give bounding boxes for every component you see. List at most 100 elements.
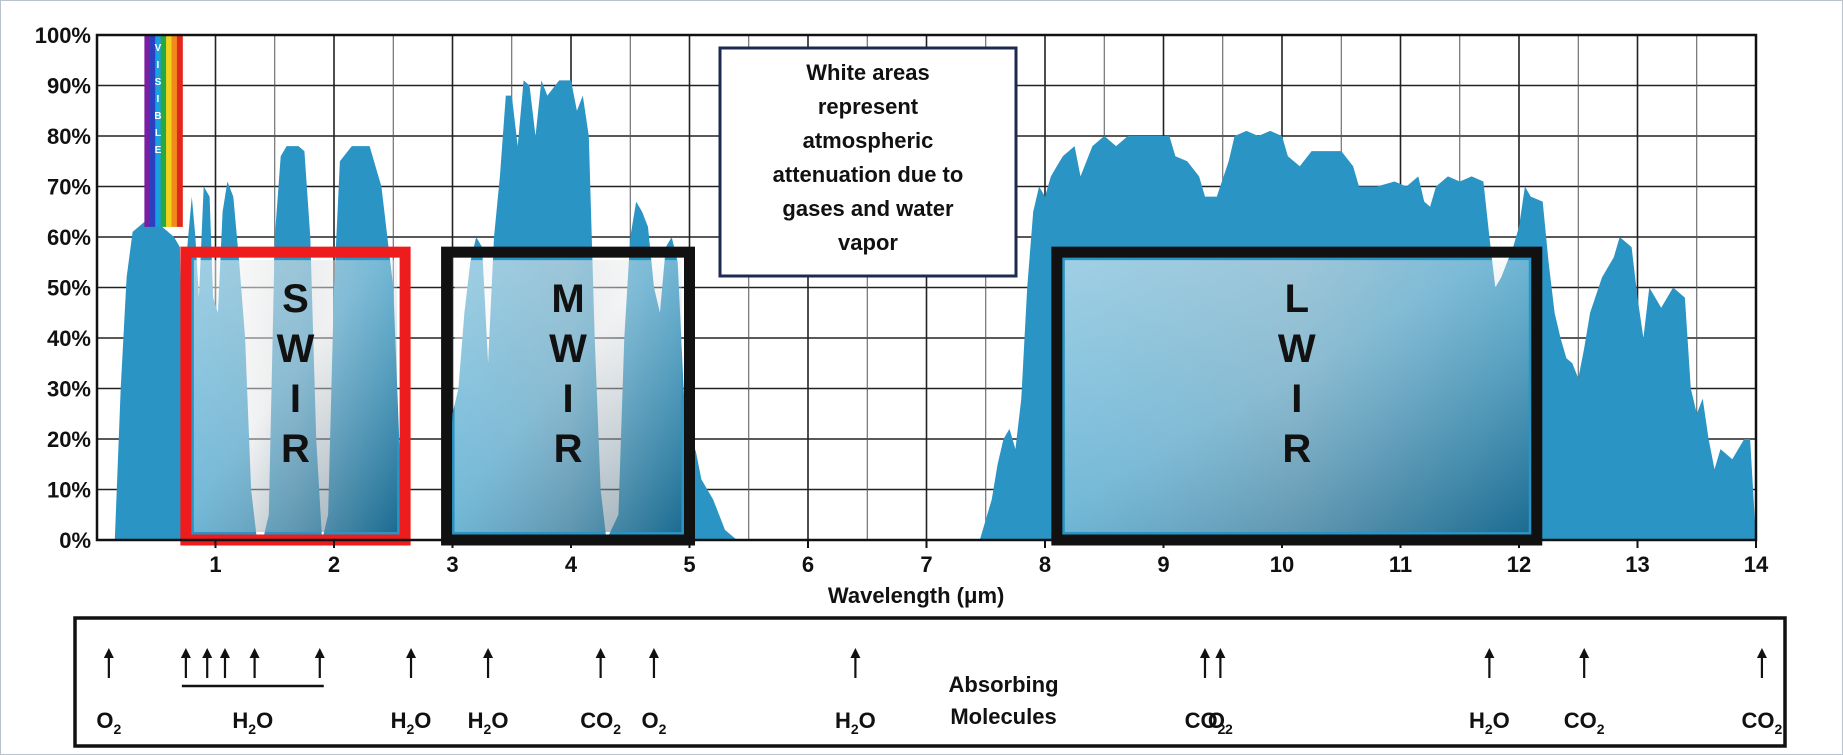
- x-axis-title: Wavelength (μm): [828, 583, 1004, 608]
- molecule-label: O2: [96, 708, 121, 737]
- x-tick-label: 14: [1744, 552, 1769, 577]
- arrow-head: [406, 648, 417, 658]
- y-tick-label: 20%: [47, 427, 91, 452]
- arrow-head: [180, 648, 191, 658]
- annotation-line: gases and water: [782, 196, 954, 221]
- y-tick-label: 80%: [47, 124, 91, 149]
- absorption-arrow: [180, 648, 191, 678]
- visible-strip-7: [176, 35, 183, 227]
- arrow-head: [219, 648, 230, 658]
- arrow-head: [648, 648, 659, 658]
- y-tick-label: 90%: [47, 74, 91, 99]
- molecule-label: CO2: [1742, 708, 1783, 737]
- arrow-head: [850, 648, 861, 658]
- molecules-caption-line: Molecules: [950, 704, 1056, 729]
- arrow-head: [595, 648, 606, 658]
- molecule-label: CO2: [1564, 708, 1605, 737]
- visible-strip-1: [144, 35, 151, 227]
- molecule-label: H2O: [391, 708, 432, 737]
- absorption-arrow: [314, 648, 325, 678]
- x-tick-label: 13: [1625, 552, 1649, 577]
- band-letter: M: [551, 277, 584, 321]
- arrow-head: [202, 648, 213, 658]
- y-tick-label: 0%: [59, 528, 91, 553]
- visible-label-letter: B: [154, 111, 161, 122]
- visible-strip-2: [149, 35, 156, 227]
- axes: 0%10%20%30%40%50%60%70%80%90%100%1 2 3 4 5 6 7…: [35, 23, 1769, 608]
- absorption-arrow: [202, 648, 213, 678]
- x-tick-label: 3: [446, 552, 458, 577]
- absorption-arrow: [595, 648, 606, 678]
- visible-strip-5: [166, 35, 172, 227]
- band-gradient: [1064, 260, 1529, 532]
- absorption-arrow: [850, 648, 861, 678]
- x-tick-label: 4: [565, 552, 578, 577]
- molecule-label: H2O: [468, 708, 509, 737]
- annotation-line: White areas: [806, 60, 930, 85]
- band-letter: W: [1278, 327, 1316, 371]
- absorption-arrow: [648, 648, 659, 678]
- arrow-head: [1199, 648, 1210, 658]
- x-tick-label: 6: [802, 552, 814, 577]
- x-tick-label: 10: [1270, 552, 1294, 577]
- arrow-head: [1756, 648, 1767, 658]
- molecule-label: H2O: [232, 708, 273, 737]
- arrow-head: [249, 648, 260, 658]
- x-tick-label: 2: [328, 552, 340, 577]
- band-gradient: [454, 260, 682, 532]
- arrow-head: [1215, 648, 1226, 658]
- molecules-panel-frame: [73, 616, 1787, 748]
- arrow-head: [1484, 648, 1495, 658]
- y-tick-label: 40%: [47, 326, 91, 351]
- absorption-arrow: [219, 648, 230, 678]
- y-tick-label: 100%: [35, 23, 91, 48]
- molecule-label: O2: [1208, 708, 1233, 737]
- absorption-arrow: [483, 648, 494, 678]
- molecule-label: H2O: [1469, 708, 1510, 737]
- molecule-label: CO2: [1185, 708, 1226, 737]
- annotation-box: White areas represent atmospheric attenuati…: [718, 46, 1018, 278]
- visible-label-letter: E: [155, 145, 162, 156]
- band-letter: W: [549, 327, 587, 371]
- annotation-line: attenuation due to: [773, 162, 964, 187]
- x-tick-label: 8: [1039, 552, 1051, 577]
- absorption-arrow: [406, 648, 417, 678]
- absorption-arrow: [1579, 648, 1590, 678]
- x-tick-label: 7: [920, 552, 932, 577]
- annotation-line: vapor: [838, 230, 898, 255]
- absorption-arrow: [1756, 648, 1767, 678]
- molecule-label: CO2: [580, 708, 621, 737]
- absorption-arrow: [249, 648, 260, 678]
- band-letter: I: [562, 377, 573, 421]
- band-letter: R: [281, 427, 310, 471]
- molecule-label: H2O: [835, 708, 876, 737]
- visible-strip-3: [155, 35, 162, 227]
- annotation-line: represent: [818, 94, 919, 119]
- x-tick-label: 1: [209, 552, 221, 577]
- y-tick-label: 30%: [47, 377, 91, 402]
- band-letter: R: [1282, 427, 1311, 471]
- y-tick-label: 50%: [47, 276, 91, 301]
- visible-label-letter: V: [155, 43, 162, 54]
- x-tick-label: 12: [1507, 552, 1531, 577]
- absorption-arrow: [1215, 648, 1226, 678]
- x-tick-label: 11: [1389, 552, 1412, 577]
- annotation-box-frame: [718, 46, 1018, 278]
- visible-label-letter: I: [157, 94, 160, 105]
- band-letter: R: [554, 427, 583, 471]
- absorption-arrow: [1484, 648, 1495, 678]
- visible-strip-4: [160, 35, 167, 227]
- visible-label-letter: I: [157, 60, 160, 71]
- molecules-caption-line: Absorbing: [949, 672, 1059, 697]
- band-letter: I: [1291, 377, 1302, 421]
- visible-label-letter: S: [155, 77, 162, 88]
- y-tick-label: 70%: [47, 175, 91, 200]
- arrow-head: [103, 648, 114, 658]
